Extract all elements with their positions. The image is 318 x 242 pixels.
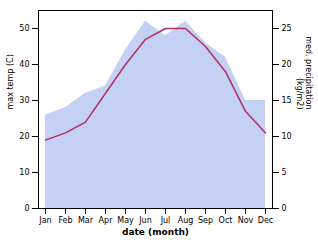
svg-text:Sep: Sep bbox=[198, 216, 213, 225]
svg-text:25: 25 bbox=[282, 24, 292, 33]
svg-text:Jul: Jul bbox=[160, 216, 171, 225]
svg-text:max temp (C): max temp (C) bbox=[6, 54, 15, 109]
svg-text:Dec: Dec bbox=[258, 216, 273, 225]
svg-text:Mar: Mar bbox=[78, 216, 94, 225]
svg-text:med. precipitation(kg/m2): med. precipitation(kg/m2) bbox=[295, 36, 313, 109]
svg-text:5: 5 bbox=[282, 168, 287, 177]
svg-text:0: 0 bbox=[24, 204, 29, 213]
svg-text:10: 10 bbox=[282, 132, 292, 141]
svg-text:Jun: Jun bbox=[138, 216, 152, 225]
svg-text:May: May bbox=[117, 216, 134, 225]
svg-text:15: 15 bbox=[282, 96, 292, 105]
svg-text:40: 40 bbox=[19, 60, 29, 69]
svg-text:date (month): date (month) bbox=[122, 227, 189, 237]
svg-text:30: 30 bbox=[19, 96, 29, 105]
svg-text:Aug: Aug bbox=[178, 216, 194, 225]
svg-text:20: 20 bbox=[19, 132, 29, 141]
svg-text:Apr: Apr bbox=[99, 216, 114, 225]
svg-text:50: 50 bbox=[19, 24, 29, 33]
svg-text:Jan: Jan bbox=[38, 216, 51, 225]
svg-text:Nov: Nov bbox=[238, 216, 254, 225]
svg-text:0: 0 bbox=[282, 204, 287, 213]
svg-text:20: 20 bbox=[282, 60, 292, 69]
svg-text:10: 10 bbox=[19, 168, 29, 177]
svg-text:Feb: Feb bbox=[58, 216, 72, 225]
svg-text:Oct: Oct bbox=[219, 216, 233, 225]
